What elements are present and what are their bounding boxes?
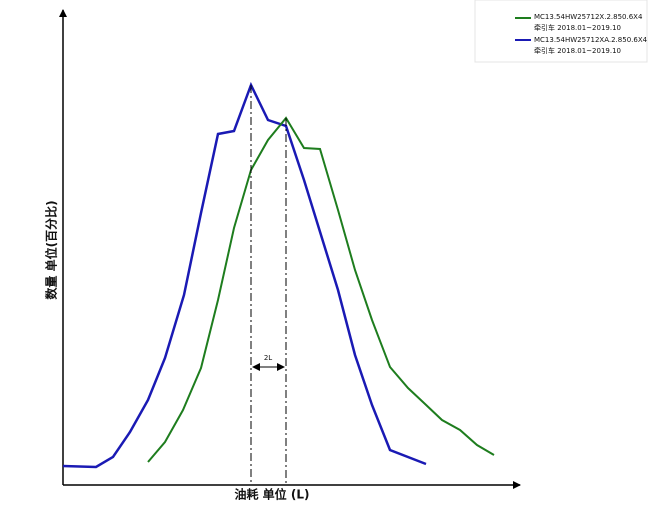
legend-box [474, 0, 648, 63]
green-curve [147, 116, 495, 463]
blue-curve [62, 81, 427, 469]
legend-note: 牵引车 2018.01~2019.10 [534, 46, 621, 55]
x-axis-label: 油耗 单位 (L) [235, 487, 310, 502]
y-axis-label: 数量 单位(百分比) [44, 200, 59, 299]
legend-label: MC13.54HW25712X.2.850.6X4 [534, 13, 643, 21]
annotation: 2L [264, 354, 272, 362]
legend-note: 牵引车 2018.01~2019.10 [534, 23, 621, 32]
legend-label: MC13.54HW25712XA.2.850.6X4 [534, 36, 648, 44]
